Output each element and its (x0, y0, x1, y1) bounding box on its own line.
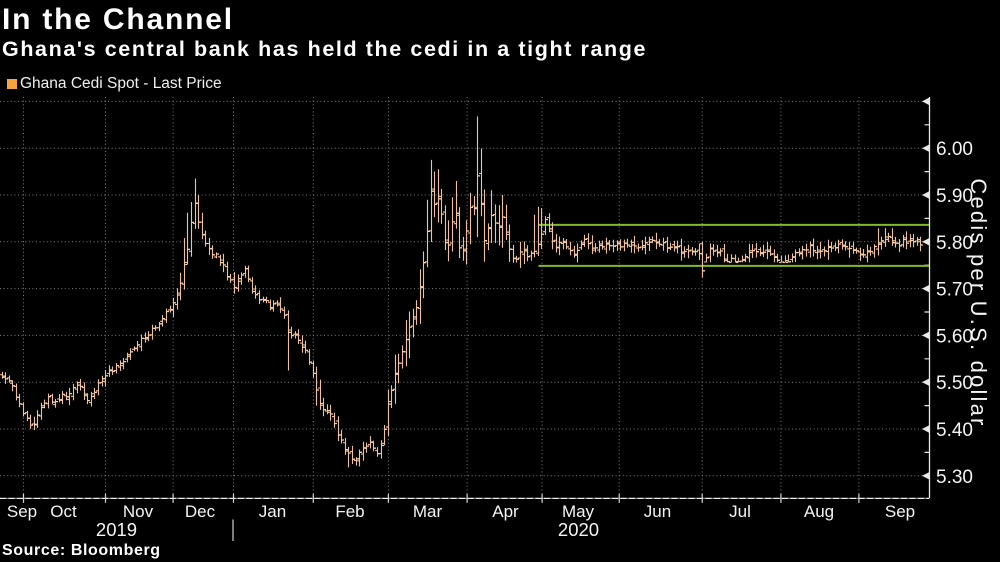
svg-text:Nov: Nov (123, 502, 154, 521)
svg-text:5.70: 5.70 (936, 280, 973, 301)
svg-text:Aug: Aug (804, 502, 834, 521)
svg-text:6.00: 6.00 (936, 139, 973, 160)
svg-text:Feb: Feb (335, 502, 364, 521)
svg-text:2020: 2020 (558, 519, 599, 540)
svg-text:5.40: 5.40 (936, 420, 973, 441)
svg-text:5.90: 5.90 (936, 186, 973, 207)
svg-text:5.30: 5.30 (936, 467, 973, 488)
svg-text:Dec: Dec (185, 502, 216, 521)
svg-text:5.50: 5.50 (936, 373, 973, 394)
svg-text:Sep: Sep (7, 502, 37, 521)
svg-text:May: May (562, 502, 595, 521)
svg-text:Sep: Sep (885, 502, 915, 521)
svg-text:5.80: 5.80 (936, 233, 973, 254)
svg-text:Apr: Apr (492, 502, 519, 521)
svg-text:Mar: Mar (413, 502, 443, 521)
svg-text:Jul: Jul (729, 502, 751, 521)
svg-text:2019: 2019 (96, 519, 137, 540)
svg-text:Oct: Oct (50, 502, 77, 521)
svg-text:Cedis per U.S. dollar: Cedis per U.S. dollar (966, 178, 991, 427)
svg-text:Jun: Jun (644, 502, 671, 521)
svg-text:Jan: Jan (259, 502, 286, 521)
svg-text:5.60: 5.60 (936, 326, 973, 347)
